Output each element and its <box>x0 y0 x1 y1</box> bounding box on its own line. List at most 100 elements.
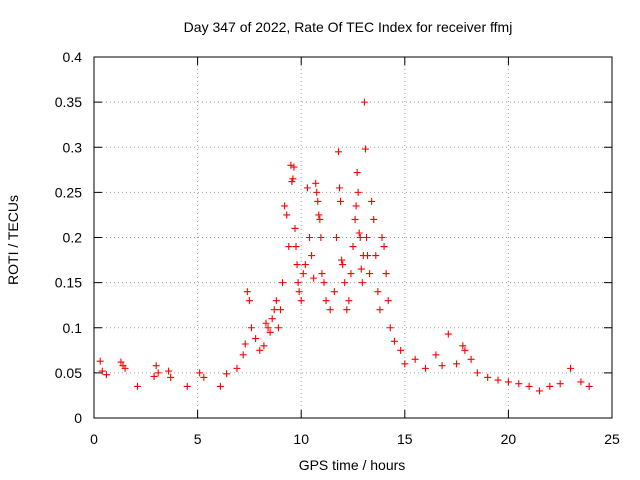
data-point <box>316 215 324 223</box>
data-point <box>266 328 274 336</box>
data-point <box>364 252 372 260</box>
data-point <box>279 279 287 287</box>
y-tick-label: 0.2 <box>63 230 83 246</box>
data-point <box>183 382 191 390</box>
y-tick-label: 0.1 <box>63 320 83 336</box>
data-point <box>453 360 461 368</box>
x-tick-label: 25 <box>604 431 620 447</box>
data-point <box>310 274 318 282</box>
data-point <box>535 387 543 395</box>
data-point <box>349 243 357 251</box>
data-point <box>200 373 208 381</box>
data-point <box>291 224 299 232</box>
data-point <box>262 319 270 327</box>
data-point <box>461 346 469 354</box>
data-point <box>354 188 362 196</box>
data-point <box>281 202 289 210</box>
data-point <box>361 145 369 153</box>
y-tick-label: 0 <box>74 410 82 426</box>
data-point <box>494 376 502 384</box>
data-point <box>293 261 301 269</box>
data-point <box>366 270 374 278</box>
data-point <box>283 211 291 219</box>
data-point <box>264 324 272 332</box>
data-point <box>577 378 585 386</box>
data-point <box>401 360 409 368</box>
data-point <box>351 215 359 223</box>
data-point <box>525 382 533 390</box>
data-point <box>318 270 326 278</box>
data-point <box>337 197 345 205</box>
data-point <box>233 364 241 372</box>
data-point <box>339 261 347 269</box>
data-point <box>378 234 386 241</box>
data-point <box>260 342 268 350</box>
data-point <box>276 306 284 314</box>
data-point <box>356 234 364 241</box>
data-point <box>256 346 264 354</box>
data-point <box>357 265 365 273</box>
data-point <box>556 380 564 388</box>
data-point <box>347 270 355 278</box>
data-point <box>360 98 368 106</box>
data-point <box>152 362 160 370</box>
data-point <box>241 340 249 348</box>
data-point <box>432 351 440 359</box>
data-point <box>320 279 328 287</box>
data-point <box>290 163 298 171</box>
data-point <box>368 197 376 205</box>
y-tick-label: 0.35 <box>55 94 82 110</box>
axes: 0 5 10 15 20 25 0 0.05 0.1 0.15 0.2 0.25 0.3 0.35 0.4 <box>55 49 620 447</box>
data-point <box>355 229 363 237</box>
data-point <box>330 288 338 296</box>
data-point <box>287 161 295 169</box>
data-point <box>313 188 321 196</box>
data-point <box>504 378 512 386</box>
data-point <box>223 370 231 378</box>
data-point <box>484 373 492 381</box>
data-point <box>268 315 276 323</box>
data-point <box>382 270 390 278</box>
data-point <box>376 306 384 314</box>
data-point <box>292 243 300 251</box>
y-tick-label: 0.05 <box>55 365 82 381</box>
data-point <box>314 197 322 205</box>
data-point <box>245 297 253 305</box>
data-point <box>372 252 380 260</box>
data-point <box>334 148 342 156</box>
data-point <box>352 202 360 210</box>
data-point <box>336 184 344 192</box>
data-point <box>289 175 297 183</box>
data-point <box>374 288 382 296</box>
data-point <box>121 364 129 372</box>
data-point <box>305 234 313 241</box>
data-point <box>444 330 452 338</box>
data-point <box>239 351 247 359</box>
data-point <box>345 297 353 305</box>
data-point <box>216 382 224 390</box>
data-point <box>96 357 104 365</box>
data-point <box>397 346 405 354</box>
data-point <box>438 362 446 370</box>
y-tick-label: 0.25 <box>55 184 82 200</box>
data-point <box>98 367 106 375</box>
data-point <box>272 297 280 305</box>
y-tick-label: 0.3 <box>63 139 83 155</box>
data-point <box>459 342 467 350</box>
data-point <box>102 371 110 379</box>
data-point <box>294 279 302 287</box>
y-axis-label: ROTI / TECUs <box>5 195 21 285</box>
x-tick-label: 10 <box>293 431 309 447</box>
data-point <box>247 324 255 332</box>
data-point <box>343 306 351 314</box>
data-point <box>322 297 330 305</box>
data-point <box>308 252 316 260</box>
data-point <box>312 179 320 187</box>
data-point <box>422 364 430 372</box>
data-points <box>96 98 593 395</box>
data-point <box>285 243 293 251</box>
grid-lines <box>94 57 612 418</box>
data-point <box>384 297 392 305</box>
x-tick-label: 20 <box>501 431 517 447</box>
